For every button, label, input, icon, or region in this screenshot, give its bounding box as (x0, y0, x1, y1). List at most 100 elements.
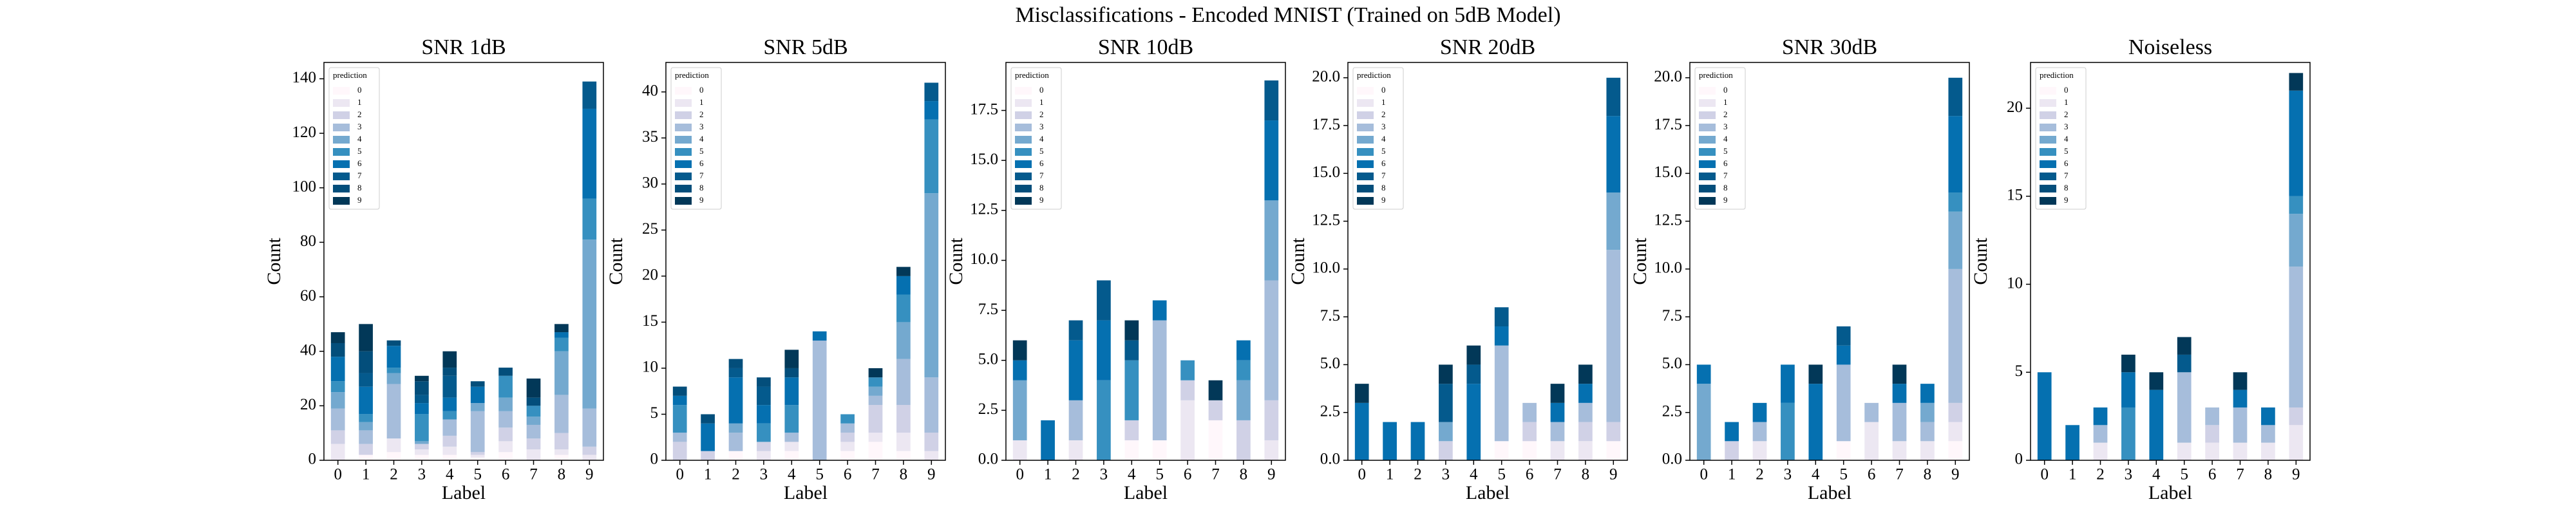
legend-label: 9 (357, 195, 362, 205)
bar-segment (1236, 360, 1251, 380)
legend-label: 7 (1039, 171, 1044, 180)
x-tick-label: 6 (1526, 466, 1534, 483)
bar-segment (1264, 120, 1279, 201)
legend-swatch (2040, 185, 2056, 192)
x-tick-label: 8 (900, 466, 908, 483)
bar-segment (1752, 422, 1767, 442)
bar-segment (896, 294, 911, 323)
y-tick-label: 120 (292, 124, 317, 141)
legend-swatch (333, 173, 350, 180)
bar-segment (2177, 442, 2192, 460)
bar-segment (415, 454, 429, 460)
y-tick-label: 10 (2007, 274, 2023, 292)
y-tick-label: 2.5 (1662, 402, 1682, 420)
bar-segment (359, 351, 373, 373)
bar-segment (1180, 380, 1195, 400)
legend-label: 7 (699, 171, 704, 180)
bar-segment (2121, 372, 2136, 407)
bar-segment (1920, 441, 1935, 460)
bar-segment (2233, 442, 2248, 460)
y-axis-label: Count (945, 238, 967, 285)
bar-segment (554, 324, 569, 333)
y-tick-label: 30 (642, 174, 658, 192)
bar-segment (1864, 402, 1879, 422)
bar-segment (498, 411, 513, 428)
y-axis-label: Count (263, 238, 285, 285)
y-axis-label: Count (605, 238, 627, 285)
legend-swatch (1015, 124, 1032, 131)
bar-segment (442, 351, 457, 368)
bar-segment (442, 397, 457, 411)
bar-segment (2289, 425, 2304, 460)
bar-segment (330, 392, 345, 409)
bar-segment (1522, 422, 1537, 442)
legend-swatch (675, 87, 692, 95)
bar-segment (1264, 440, 1279, 460)
x-tick-label: 1 (1386, 466, 1394, 483)
x-tick-label: 8 (2264, 466, 2273, 483)
bar-segment (1920, 384, 1935, 403)
legend-swatch (333, 87, 350, 95)
bar-segment (672, 433, 687, 442)
legend-swatch (675, 136, 692, 144)
x-tick-label: 1 (1728, 466, 1736, 483)
x-tick-label: 4 (788, 466, 796, 483)
legend-label: 7 (357, 171, 362, 180)
subplot-title: SNR 30dB (1782, 35, 1877, 59)
y-axis-label: Count (1287, 238, 1309, 285)
legend-label: 8 (699, 183, 704, 192)
x-tick-label: 0 (676, 466, 684, 483)
y-tick-label: 15.0 (970, 151, 998, 168)
bar-segment (2093, 425, 2108, 443)
bar-segment (554, 395, 569, 433)
bar-segment (1236, 380, 1251, 420)
bar-segment (330, 357, 345, 382)
bar-segment (359, 324, 373, 351)
legend-swatch (1357, 160, 1374, 168)
x-tick-label: 7 (529, 466, 538, 483)
bar-segment (330, 342, 345, 357)
legend-swatch (333, 185, 350, 192)
legend-swatch (1699, 111, 1716, 119)
bar-segment (582, 408, 597, 447)
x-tick-label: 4 (1470, 466, 1478, 483)
legend-label: 4 (2064, 134, 2069, 144)
bar-segment (470, 452, 485, 455)
bar-segment (1948, 192, 1963, 212)
bar-segment (924, 82, 939, 102)
bar-segment (1550, 384, 1565, 403)
legend-swatch (1699, 99, 1716, 107)
bar-segment (1725, 422, 1739, 442)
bar-segment (1781, 402, 1795, 460)
bar-segment (386, 368, 401, 373)
bar-segment (1892, 364, 1907, 384)
y-axis-label: Count (1629, 238, 1651, 285)
bar-segment (1752, 441, 1767, 460)
bar-segment (728, 359, 743, 368)
bar-segment (2233, 389, 2248, 407)
bar-segment (1124, 360, 1139, 420)
y-tick-label: 5 (2015, 362, 2023, 380)
bar-segment (2205, 425, 2219, 443)
bar-segment (470, 381, 485, 387)
legend-label: 5 (357, 146, 362, 156)
legend-label: 5 (2064, 146, 2069, 156)
bar-segment (840, 414, 855, 424)
bar-segment (1466, 384, 1481, 460)
bar-segment (1208, 400, 1223, 420)
bar-segment (554, 454, 569, 460)
legend-label: 4 (1039, 134, 1044, 144)
bar-segment (757, 442, 771, 451)
bar-segment (1068, 320, 1083, 341)
y-tick-label: 12.5 (970, 201, 998, 218)
legend-swatch (1699, 173, 1716, 180)
legend-swatch (1699, 185, 1716, 192)
legend-swatch (1015, 111, 1032, 119)
legend-label: 4 (1723, 134, 1728, 144)
bar-segment (386, 384, 401, 439)
bar-segment (1208, 380, 1223, 400)
x-tick-label: 0 (1700, 466, 1708, 483)
bar-segment (868, 368, 883, 378)
bar-segment (840, 442, 855, 451)
